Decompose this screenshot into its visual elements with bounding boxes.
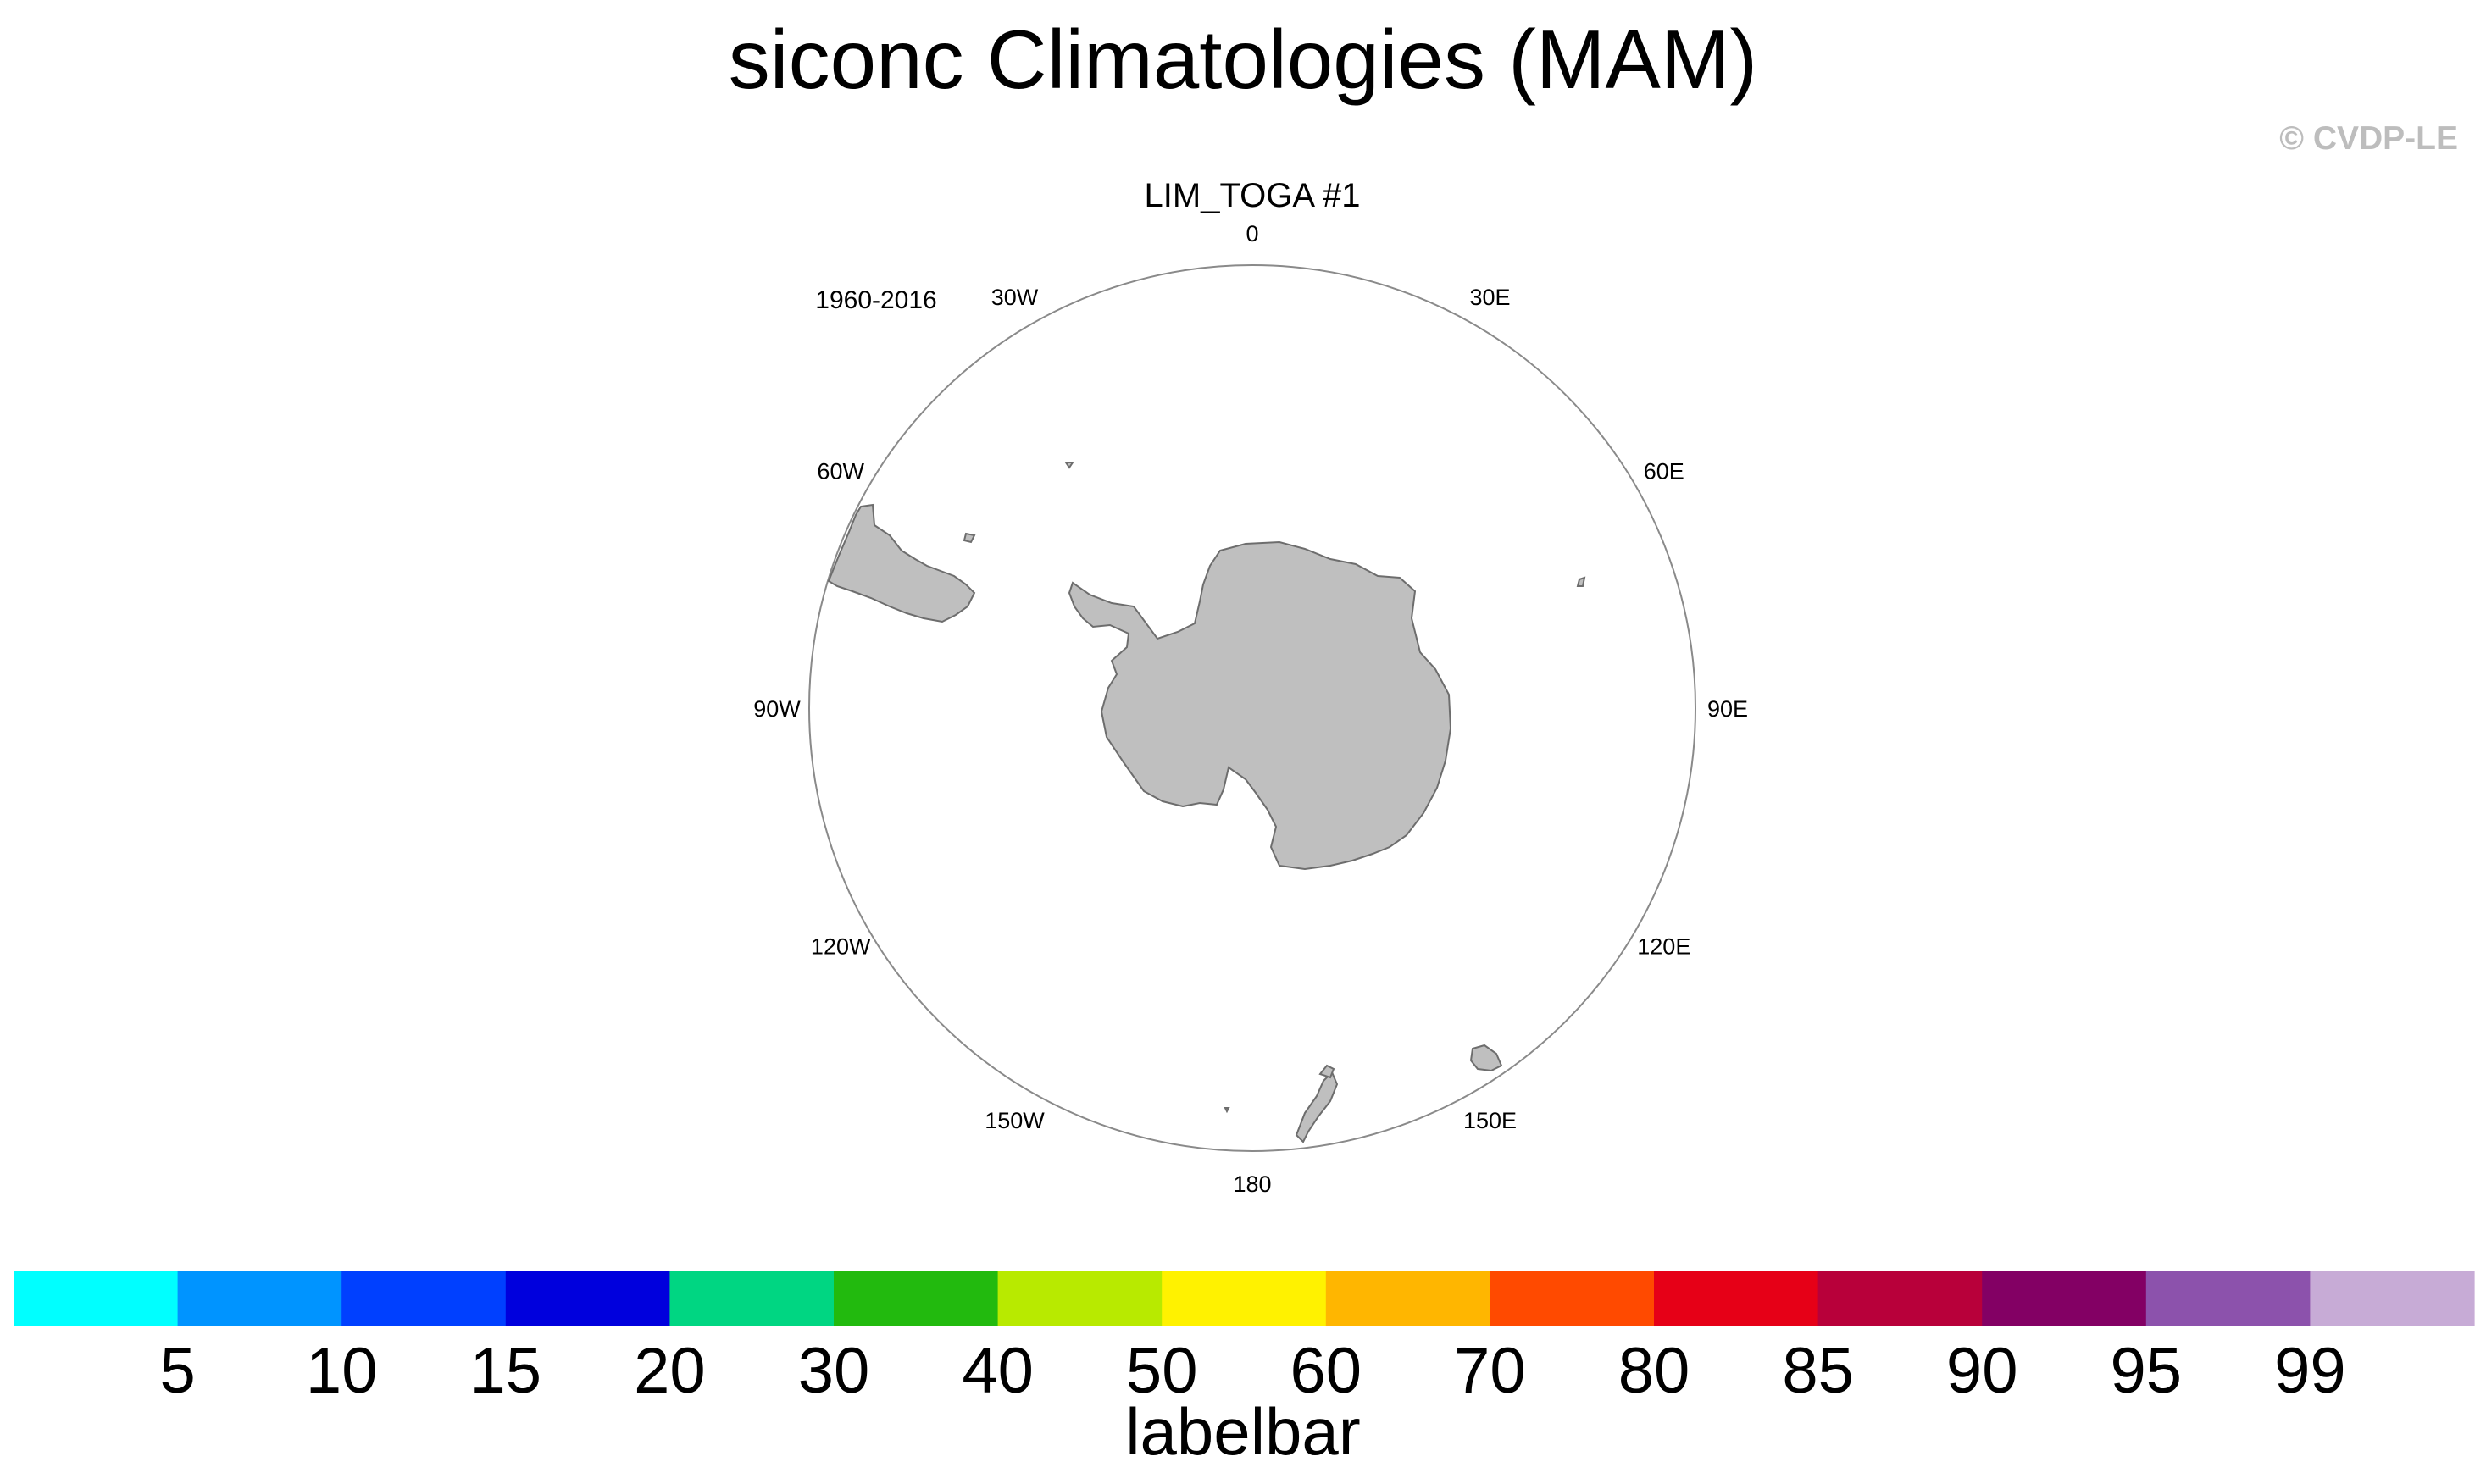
labelbar-box bbox=[2145, 1271, 2311, 1326]
labelbar-box bbox=[341, 1271, 507, 1326]
labelbar-tick-label: 40 bbox=[962, 1335, 1034, 1407]
labelbar-tick-label: 60 bbox=[1290, 1335, 1362, 1407]
longitude-label: 90W bbox=[753, 696, 801, 722]
labelbar-tick-label: 15 bbox=[470, 1335, 542, 1407]
longitude-label: 180 bbox=[1233, 1171, 1271, 1197]
labelbar-tick-label: 99 bbox=[2274, 1335, 2346, 1407]
labelbar-tick-label: 30 bbox=[798, 1335, 870, 1407]
tasmania-australia-landmass bbox=[1469, 1044, 1503, 1072]
longitude-label: 150E bbox=[1463, 1108, 1517, 1133]
longitude-label: 90E bbox=[1707, 696, 1748, 722]
period-label: 1960-2016 bbox=[815, 286, 936, 314]
labelbar-box bbox=[1490, 1271, 1655, 1326]
labelbar-tick-label: 70 bbox=[1454, 1335, 1526, 1407]
labelbar-box bbox=[1654, 1271, 1819, 1326]
labelbar-box bbox=[1982, 1271, 2147, 1326]
labelbar-box bbox=[14, 1271, 179, 1326]
longitude-label: 150W bbox=[985, 1108, 1045, 1133]
longitude-label: 60E bbox=[1644, 459, 1684, 485]
labelbar-tick-label: 90 bbox=[1946, 1335, 2018, 1407]
labelbar-tick-label: 5 bbox=[159, 1335, 195, 1407]
labelbar-box bbox=[1817, 1271, 1983, 1326]
longitude-label: 0 bbox=[1246, 221, 1258, 246]
labelbar-box bbox=[505, 1271, 670, 1326]
labelbar-box bbox=[1325, 1271, 1490, 1326]
labelbar-tick-label: 85 bbox=[1782, 1335, 1854, 1407]
copyright-label: © CVDP-LE bbox=[2279, 120, 2458, 157]
new-zealand-south-island bbox=[1295, 1071, 1339, 1143]
kerguelen-island bbox=[1576, 576, 1586, 587]
labelbar-box bbox=[2310, 1271, 2475, 1326]
labelbar-tick-label: 80 bbox=[1618, 1335, 1690, 1407]
labelbar-tick-label: 20 bbox=[634, 1335, 706, 1407]
longitude-label: 60W bbox=[817, 459, 864, 485]
antarctica-landmass bbox=[1068, 540, 1452, 871]
south-america-landmass bbox=[827, 503, 976, 623]
longitude-labels: 0 30E 60E 90E 120E 150E 180 150W 120W 90W 60W 30W bbox=[753, 221, 1748, 1197]
labelbar-box bbox=[1162, 1271, 1327, 1326]
labelbar-box bbox=[997, 1271, 1163, 1326]
labelbar-tick-label: 50 bbox=[1126, 1335, 1198, 1407]
landmasses bbox=[827, 462, 1586, 1143]
longitude-label: 30W bbox=[991, 285, 1039, 310]
south-georgia-island bbox=[1064, 462, 1074, 469]
labelbar-box bbox=[669, 1271, 835, 1326]
longitude-label: 120W bbox=[811, 934, 871, 960]
figure-title: siconc Climatologies (MAM) bbox=[728, 13, 1758, 106]
small-island bbox=[1224, 1107, 1230, 1114]
labelbar-title: labelbar bbox=[1125, 1394, 1361, 1469]
color-labelbar: 5 10 15 20 30 40 50 60 70 80 85 90 95 99 bbox=[14, 1271, 2475, 1407]
labelbar-tick-label: 10 bbox=[306, 1335, 378, 1407]
longitude-label: 30E bbox=[1469, 285, 1510, 310]
panel-title: LIM_TOGA #1 bbox=[1145, 177, 1361, 214]
labelbar-tick-label: 95 bbox=[2111, 1335, 2183, 1407]
falkland-islands bbox=[963, 532, 976, 544]
labelbar-box bbox=[177, 1271, 342, 1326]
longitude-label: 120E bbox=[1637, 934, 1690, 960]
labelbar-box bbox=[834, 1271, 999, 1326]
new-zealand-north-island bbox=[1318, 1064, 1335, 1079]
